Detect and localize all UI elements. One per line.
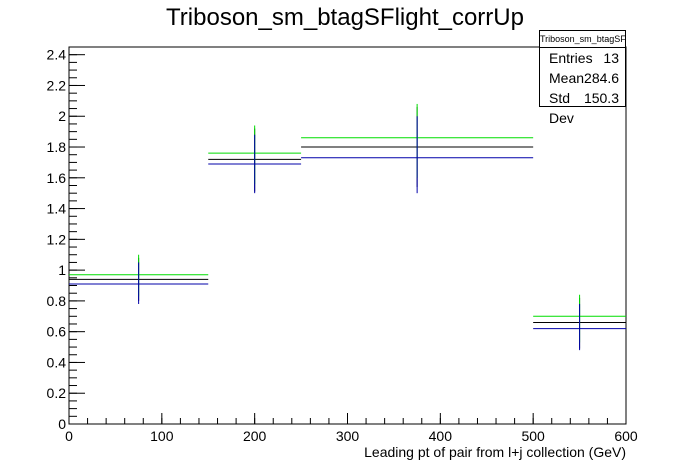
y-tick-label: 1 — [58, 262, 66, 278]
y-tick-label: 2 — [58, 108, 66, 124]
x-tick-label: 0 — [65, 428, 73, 444]
stats-row-stddev: Std Dev 150.3 — [540, 88, 625, 126]
y-tick-label: 1.8 — [47, 139, 67, 155]
y-tick-label: 1.6 — [47, 170, 67, 186]
stats-label: Entries — [549, 50, 593, 66]
x-tick-label: 200 — [243, 428, 267, 444]
x-tick-label: 100 — [150, 428, 174, 444]
x-tick-label: 500 — [521, 428, 545, 444]
y-tick-label: 0.2 — [47, 385, 67, 401]
y-tick-label: 0.4 — [47, 354, 67, 370]
stats-value: 13 — [603, 50, 619, 66]
stats-row-mean: Mean 284.6 — [540, 68, 625, 88]
stats-label: Std Dev — [549, 90, 574, 126]
stats-value: 284.6 — [584, 70, 620, 86]
x-axis-label: Leading pt of pair from l+j collection (… — [364, 444, 626, 460]
y-tick-label: 2.4 — [47, 47, 67, 63]
y-tick-label: 0.6 — [47, 324, 67, 340]
stats-value: 150.3 — [583, 90, 619, 106]
stats-label: Mean — [549, 70, 585, 86]
y-tick-label: 2.2 — [47, 77, 67, 93]
y-tick-label: 1.2 — [47, 231, 67, 247]
stats-title: Triboson_sm_btagSFlight_corrUp — [540, 31, 625, 48]
stats-box: Triboson_sm_btagSFlight_corrUp Entries 1… — [539, 30, 626, 126]
axes: 0 0.2 0.4 0.6 0.8 1 1.2 1.4 1.6 1.8 2 2.2 2.4 0 100 200… — [47, 46, 638, 444]
y-tick-label: 0 — [58, 416, 66, 432]
x-tick-label: 300 — [336, 428, 360, 444]
chart-title: Triboson_sm_btagSFlight_corrUp — [166, 4, 524, 31]
x-tick-label: 600 — [614, 428, 638, 444]
y-tick-label: 0.8 — [47, 293, 67, 309]
data-marks — [69, 103, 626, 351]
x-tick-label: 400 — [429, 428, 453, 444]
y-tick-label: 1.4 — [47, 201, 67, 217]
stats-row-entries: Entries 13 — [540, 48, 625, 68]
